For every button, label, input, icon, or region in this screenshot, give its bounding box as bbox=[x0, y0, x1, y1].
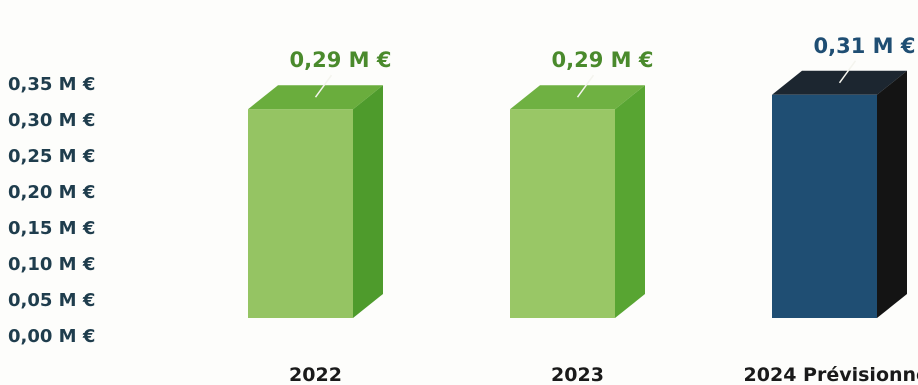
y-tick-label: 0,25 M € bbox=[8, 146, 95, 167]
y-tick-label: 0,10 M € bbox=[8, 254, 95, 275]
data-label-leader-line bbox=[838, 60, 857, 84]
x-tick-label: 2023 bbox=[551, 364, 604, 385]
data-label: 0,29 M € bbox=[552, 48, 654, 72]
x-tick-label: 2022 bbox=[289, 364, 342, 385]
data-labels: 0,29 M € 0,29 M € 0,31 M € bbox=[290, 34, 916, 98]
bar-side-face bbox=[877, 70, 907, 318]
data-label: 0,31 M € bbox=[814, 34, 916, 58]
bar-side-face bbox=[353, 85, 383, 318]
y-tick-label: 0,20 M € bbox=[8, 182, 95, 203]
data-label-leader-line bbox=[314, 74, 333, 98]
bar-front-face bbox=[772, 94, 877, 318]
x-axis-ticks: 2022 2023 2024 Prévisionnel bbox=[289, 364, 918, 385]
bar-2023 bbox=[510, 85, 645, 318]
y-tick-label: 0,05 M € bbox=[8, 290, 95, 311]
y-axis-ticks: 0,35 M € 0,30 M € 0,25 M € 0,20 M € 0,15 M €… bbox=[8, 74, 95, 347]
bar-2022 bbox=[248, 85, 383, 318]
bar-front-face bbox=[510, 109, 615, 318]
data-label: 0,29 M € bbox=[290, 48, 392, 72]
y-tick-label: 0,35 M € bbox=[8, 74, 95, 95]
data-label-leader-line bbox=[576, 74, 595, 98]
bar-side-face bbox=[615, 85, 645, 318]
bars bbox=[248, 70, 907, 318]
y-tick-label: 0,15 M € bbox=[8, 218, 95, 239]
bar-front-face bbox=[248, 109, 353, 318]
y-tick-label: 0,00 M € bbox=[8, 326, 95, 347]
x-tick-label: 2024 Prévisionnel bbox=[744, 364, 918, 385]
bar-2024 bbox=[772, 70, 907, 318]
y-tick-label: 0,30 M € bbox=[8, 110, 95, 131]
